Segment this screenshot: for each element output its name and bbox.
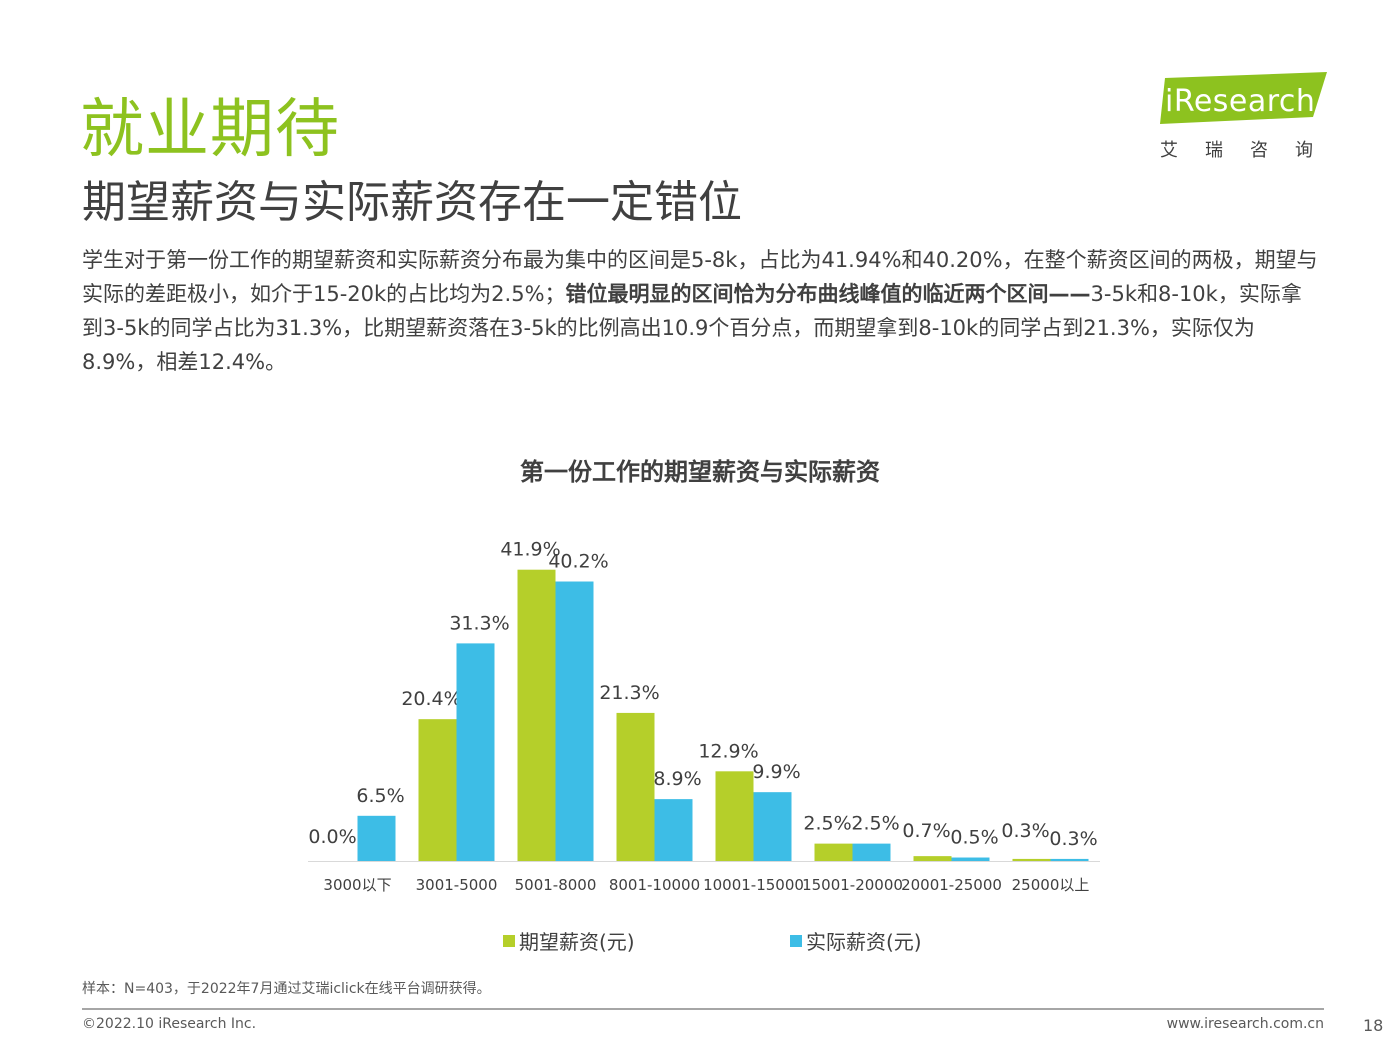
data-label: 41.9% bbox=[500, 539, 560, 561]
logo-subtitle: 艾瑞咨询 bbox=[1160, 140, 1340, 161]
data-label: 2.5% bbox=[803, 813, 851, 835]
bar-expected bbox=[517, 569, 556, 861]
website-text: www.iresearch.com.cn bbox=[1166, 1016, 1324, 1032]
bar-actual bbox=[555, 581, 594, 861]
data-label: 12.9% bbox=[698, 740, 758, 762]
x-tick-label: 3000以下 bbox=[323, 876, 391, 894]
page-number: 18 bbox=[1363, 1016, 1384, 1035]
x-tick-label: 3001-5000 bbox=[416, 876, 498, 894]
data-label: 0.3% bbox=[1049, 828, 1097, 850]
data-label: 0.5% bbox=[950, 827, 998, 849]
bar-expected bbox=[1012, 858, 1051, 861]
data-label: 8.9% bbox=[653, 768, 701, 790]
bar-actual bbox=[456, 643, 495, 861]
data-label: 0.7% bbox=[902, 820, 950, 842]
bar-expected bbox=[715, 771, 754, 861]
legend-label-actual: 实际薪资(元) bbox=[806, 930, 922, 954]
bar-expected bbox=[814, 843, 853, 861]
data-label: 21.3% bbox=[599, 682, 659, 704]
data-label: 2.5% bbox=[851, 813, 899, 835]
data-label: 6.5% bbox=[356, 785, 404, 807]
data-label: 31.3% bbox=[449, 612, 509, 634]
bar-actual bbox=[1050, 858, 1089, 861]
x-tick-label: 15001-20000 bbox=[802, 876, 903, 894]
iresearch-logo bbox=[1160, 72, 1327, 124]
data-label: 20.4% bbox=[401, 688, 461, 710]
paragraph-bold: 错位最明显的区间恰为分布曲线峰值的临近两个区间—— bbox=[565, 282, 1091, 306]
footer-divider bbox=[82, 1008, 1324, 1010]
bar-expected bbox=[616, 712, 655, 861]
data-label: 0.3% bbox=[1001, 820, 1049, 842]
bar-actual bbox=[357, 815, 396, 861]
copyright-text: ©2022.10 iResearch Inc. bbox=[82, 1016, 257, 1032]
legend-actual: 实际薪资(元) bbox=[790, 926, 922, 955]
x-tick-label: 10001-15000 bbox=[703, 876, 804, 894]
x-tick-label: 8001-10000 bbox=[609, 876, 700, 894]
page-title: 就业期待 bbox=[80, 93, 340, 167]
bar-expected bbox=[418, 719, 457, 861]
x-tick-label: 20001-25000 bbox=[901, 876, 1002, 894]
legend-expected: 期望薪资(元) bbox=[503, 926, 635, 955]
legend-label-expected: 期望薪资(元) bbox=[519, 930, 635, 954]
sample-note: 样本：N=403，于2022年7月通过艾瑞iclick在线平台调研获得。 bbox=[82, 981, 491, 997]
legend-swatch-expected bbox=[503, 934, 515, 947]
data-label: 0.0% bbox=[308, 826, 356, 848]
page-subtitle: 期望薪资与实际薪资存在一定错位 bbox=[82, 177, 742, 228]
x-tick-label: 5001-8000 bbox=[515, 876, 597, 894]
bar-actual bbox=[654, 799, 693, 861]
bar-actual bbox=[753, 792, 792, 861]
paragraph-part1: 学生对于第一份工作的期望薪资和实际薪资分布最为集中的区间是5-8k，占比为41.… bbox=[82, 248, 1318, 306]
bar-expected bbox=[913, 856, 952, 861]
x-tick-label: 25000以上 bbox=[1012, 876, 1090, 894]
description-paragraph: 学生对于第一份工作的期望薪资和实际薪资分布最为集中的区间是5-8k，占比为41.… bbox=[82, 243, 1322, 379]
paragraph-part2: 3-5k和8-10k，实际拿到3-5k的同学占比为31.3%，比期望薪资落在3-… bbox=[82, 282, 1302, 374]
chart-title: 第一份工作的期望薪资与实际薪资 bbox=[520, 458, 880, 486]
data-label: 9.9% bbox=[752, 761, 800, 783]
logo-brand: iResearch bbox=[1165, 84, 1316, 119]
legend-swatch-actual bbox=[790, 934, 802, 947]
bar-actual bbox=[852, 843, 891, 861]
bar-actual bbox=[951, 857, 990, 861]
data-label: 40.2% bbox=[548, 551, 608, 573]
